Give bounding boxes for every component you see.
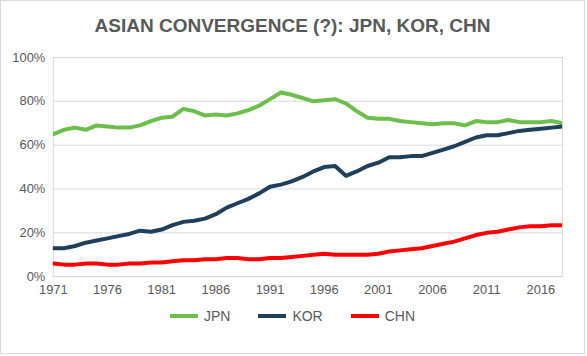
svg-text:2006: 2006 (418, 282, 447, 297)
svg-text:1986: 1986 (201, 282, 230, 297)
svg-text:2016: 2016 (527, 282, 556, 297)
svg-text:1981: 1981 (147, 282, 176, 297)
svg-text:60%: 60% (19, 137, 45, 152)
html-text:KOR: KOR (292, 308, 323, 325)
svg-text:0%: 0% (26, 268, 46, 284)
svg-text:80%: 80% (19, 93, 45, 108)
svg-text:1971: 1971 (39, 282, 68, 297)
svg-text:100%: 100% (12, 50, 46, 65)
svg-text:40%: 40% (19, 181, 45, 196)
html-text:CHN: CHN (384, 308, 416, 325)
svg-text:1976: 1976 (93, 282, 122, 297)
svg-text:1996: 1996 (310, 282, 339, 297)
svg-text:2011: 2011 (473, 282, 501, 297)
svg-text:20%: 20% (19, 225, 45, 240)
svg-text:2001: 2001 (364, 282, 393, 297)
svg-text:1991: 1991 (256, 282, 285, 297)
html-text:ASIAN CONVERGENCE (?): JPN, KO: ASIAN CONVERGENCE (?): JPN, KOR, CHN (94, 15, 491, 36)
html-text:JPN: JPN (203, 308, 231, 325)
